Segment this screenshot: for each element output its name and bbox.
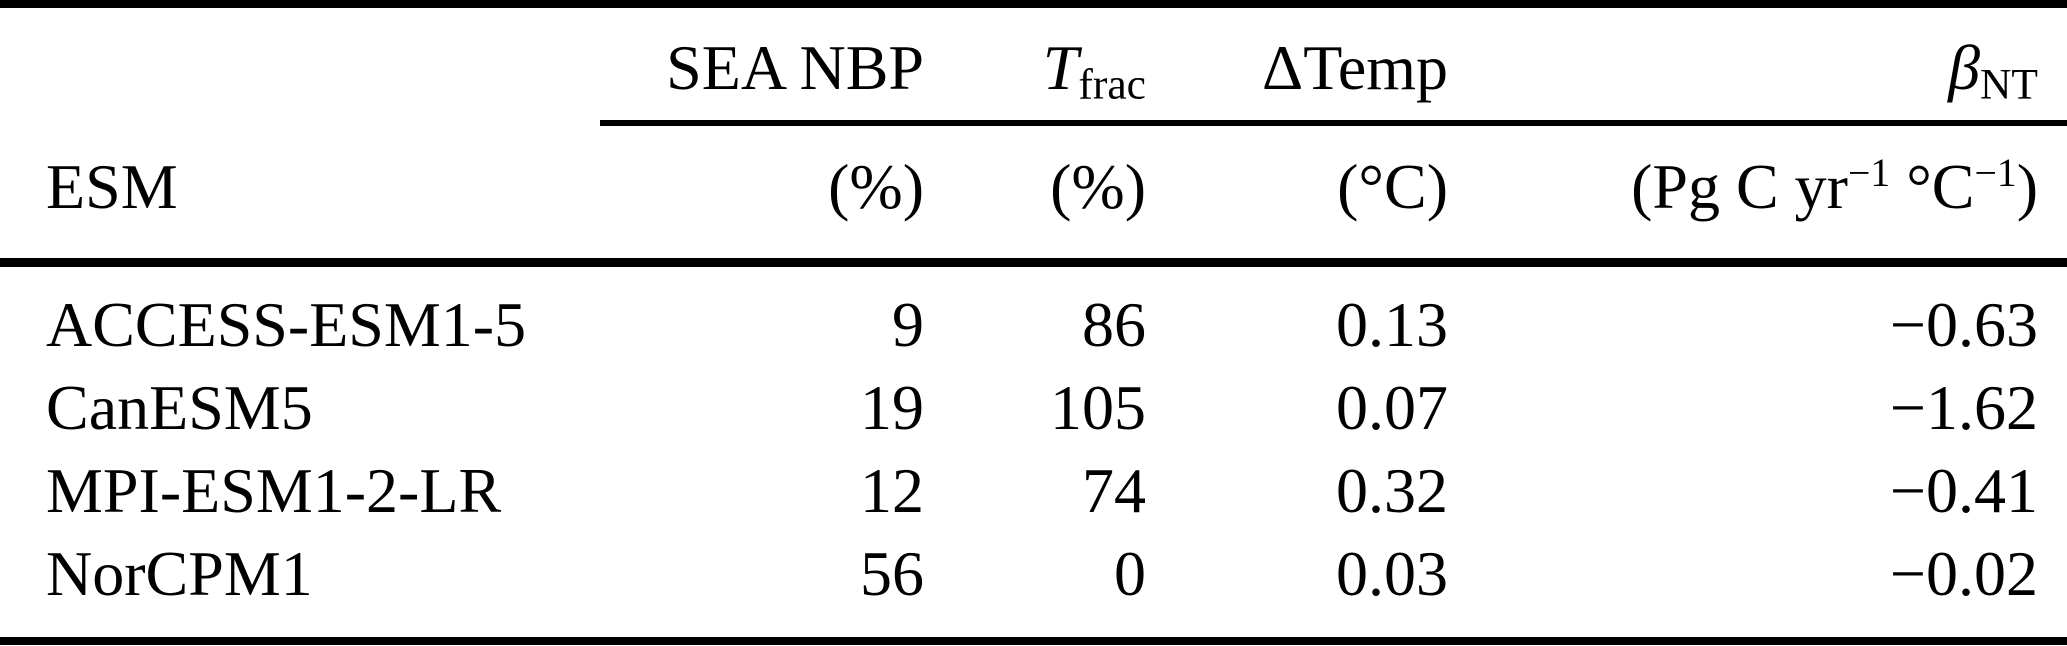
column-header-sea-nbp: SEA NBP xyxy=(600,0,924,126)
header-mid-rule xyxy=(0,258,2067,267)
esm-name: MPI-ESM1-2-LR xyxy=(46,454,502,526)
t-frac-subscript: frac xyxy=(1078,60,1146,109)
value-text: 74 xyxy=(1082,454,1146,526)
table-row-esm-name: MPI-ESM1-2-LR xyxy=(0,449,600,532)
beta-nt-unit-mid: °C xyxy=(1890,151,1975,222)
value-text: 9 xyxy=(892,288,924,360)
value-text: 56 xyxy=(860,537,924,609)
beta-nt-value: −0.02 xyxy=(1448,532,2067,615)
beta-nt-unit-suffix: ) xyxy=(2016,151,2038,222)
beta-nt-value: −1.62 xyxy=(1448,366,2067,449)
value-text: −0.41 xyxy=(1889,454,2038,526)
delta-temp-value: 0.07 xyxy=(1146,366,1448,449)
value-text: 19 xyxy=(860,371,924,443)
beta-nt-unit: (Pg C yr−1 °C−1) xyxy=(1631,153,2038,219)
value-text: 105 xyxy=(1050,371,1146,443)
esm-label: ESM xyxy=(46,151,178,222)
value-text: 0.13 xyxy=(1336,288,1448,360)
beta-nt-unit-exponent-1: −1 xyxy=(1847,151,1891,196)
delta-temp-value: 0.03 xyxy=(1146,532,1448,615)
t-frac-title: Tfrac xyxy=(1043,36,1146,107)
body-top-spacer xyxy=(0,258,2067,283)
value-text: 0.07 xyxy=(1336,371,1448,443)
value-text: 0.03 xyxy=(1336,537,1448,609)
value-text: −0.63 xyxy=(1889,288,2038,360)
beta-nt-value: −0.63 xyxy=(1448,283,2067,366)
column-header-t-frac: Tfrac xyxy=(924,0,1146,126)
t-frac-value: 74 xyxy=(924,449,1146,532)
beta-nt-subscript: NT xyxy=(1979,60,2038,109)
value-text: 0.32 xyxy=(1336,454,1448,526)
delta-temp-unit: (°C) xyxy=(1337,151,1448,222)
t-frac-unit: (%) xyxy=(1050,151,1146,222)
sea-nbp-value: 12 xyxy=(600,449,924,532)
unit-t-frac: (%) xyxy=(924,126,1146,258)
table-row-esm-name: ACCESS-ESM1-5 xyxy=(0,283,600,366)
value-text: 86 xyxy=(1082,288,1146,360)
unit-beta-nt: (Pg C yr−1 °C−1) xyxy=(1448,126,2067,258)
t-frac-value: 86 xyxy=(924,283,1146,366)
column-header-delta-temp: ΔTemp xyxy=(1146,0,1448,126)
t-frac-value: 105 xyxy=(924,366,1146,449)
beta-nt-unit-exponent-2: −1 xyxy=(1974,151,2017,196)
header-cmid-rule xyxy=(600,120,2067,126)
value-text: −0.02 xyxy=(1889,537,2038,609)
sea-nbp-value: 56 xyxy=(600,532,924,615)
beta-nt-symbol: β xyxy=(1948,32,1980,103)
unit-delta-temp: (°C) xyxy=(1146,126,1448,258)
sea-nbp-value: 9 xyxy=(600,283,924,366)
t-frac-value: 0 xyxy=(924,532,1146,615)
esm-name: ACCESS-ESM1-5 xyxy=(46,288,527,360)
delta-temp-title: ΔTemp xyxy=(1262,32,1448,103)
esm-name: CanESM5 xyxy=(46,371,313,443)
top-rule xyxy=(0,0,2067,8)
beta-nt-title: βNT xyxy=(1948,36,2038,107)
column-header-beta-nt: βNT xyxy=(1448,0,2067,126)
table-row-esm-name: NorCPM1 xyxy=(0,532,600,615)
sea-nbp-unit: (%) xyxy=(828,151,924,222)
bottom-rule xyxy=(0,637,2067,645)
column-header-esm: ESM xyxy=(0,126,600,258)
unit-sea-nbp: (%) xyxy=(600,126,924,258)
header-row1-spacer xyxy=(0,0,600,126)
table-row-esm-name: CanESM5 xyxy=(0,366,600,449)
delta-temp-value: 0.32 xyxy=(1146,449,1448,532)
delta-temp-value: 0.13 xyxy=(1146,283,1448,366)
beta-nt-unit-prefix: (Pg C yr xyxy=(1631,151,1848,222)
sea-nbp-title: SEA NBP xyxy=(666,32,924,103)
value-text: −1.62 xyxy=(1889,371,2038,443)
value-text: 12 xyxy=(860,454,924,526)
beta-nt-value: −0.41 xyxy=(1448,449,2067,532)
esm-name: NorCPM1 xyxy=(46,537,313,609)
t-frac-symbol: T xyxy=(1042,32,1079,103)
sea-nbp-value: 19 xyxy=(600,366,924,449)
value-text: 0 xyxy=(1114,537,1146,609)
